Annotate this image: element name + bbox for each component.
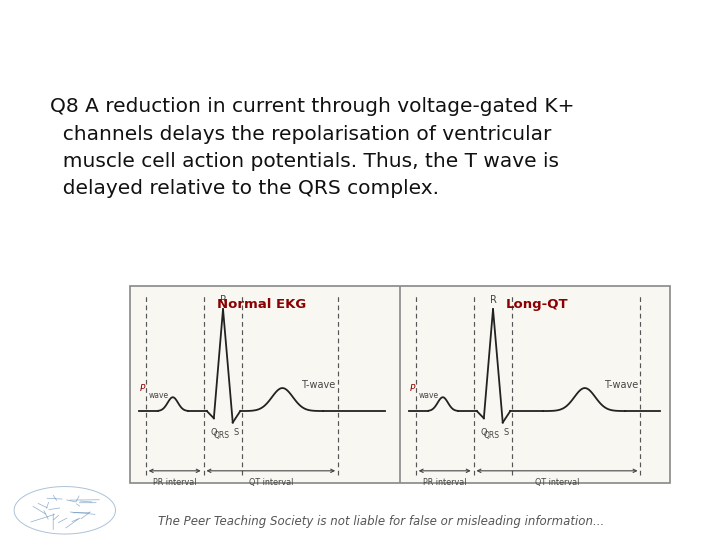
Text: R: R [220,295,227,305]
Text: Normal EKG: Normal EKG [217,298,307,310]
Text: wave: wave [419,390,439,400]
Text: Long-QT: Long-QT [506,298,569,310]
Text: Q: Q [480,428,487,437]
Text: The Peer Teaching Society is not liable for false or misleading information...: The Peer Teaching Society is not liable … [158,515,605,528]
Text: S: S [503,428,508,437]
Text: P: P [409,384,415,393]
Text: Q8 A reduction in current through voltage-gated K+
  channels delays the repolar: Q8 A reduction in current through voltag… [50,97,575,198]
Text: QRS: QRS [484,431,500,441]
Text: R: R [490,295,497,305]
Text: PR interval: PR interval [153,478,197,487]
Text: T-wave: T-wave [301,380,336,390]
Text: P: P [140,384,145,393]
Text: QT interval: QT interval [535,478,579,487]
Text: T-wave: T-wave [603,380,638,390]
Text: PR interval: PR interval [423,478,467,487]
Text: QRS: QRS [214,431,230,441]
Text: QT interval: QT interval [248,478,293,487]
Text: Q: Q [210,428,217,437]
Text: wave: wave [149,390,169,400]
Text: CVS Physiology: CVS Physiology [29,23,271,50]
Text: S: S [233,428,238,437]
